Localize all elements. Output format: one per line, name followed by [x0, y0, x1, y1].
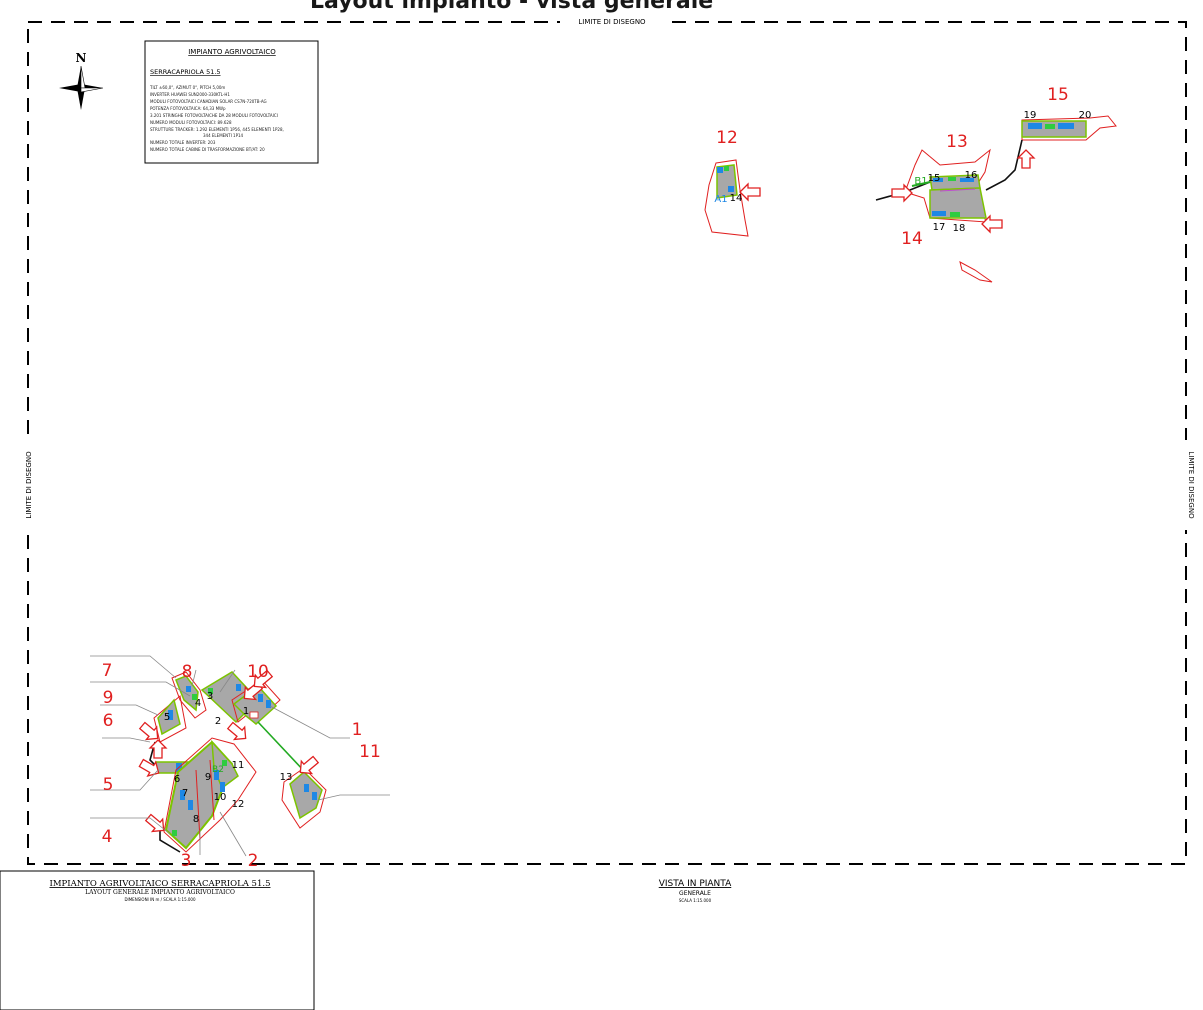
info-box-line: INVERTER HUAWEI SUN2000-330KTL-H1 [150, 92, 230, 97]
cabin-label-b1: B1 [914, 176, 927, 187]
info-box-line: STRUTTURE TRACKER: 1.292 ELEMENTI 1P56, … [150, 127, 284, 132]
access-arrows-ne [739, 149, 1036, 234]
black-label-1: 1 [243, 706, 249, 717]
black-label-19: 19 [1024, 110, 1037, 121]
black-label-16: 16 [965, 170, 978, 181]
red-label-13: 13 [946, 132, 968, 152]
black-label-15: 15 [928, 173, 941, 184]
leader-lines [90, 655, 390, 857]
field-2-3-4 [163, 737, 257, 853]
left-limit-label: LIMITE DI DISEGNO [25, 451, 33, 519]
red-label-11: 11 [359, 742, 381, 762]
red-label-10: 10 [247, 662, 269, 682]
black-label-5: 5 [164, 712, 170, 723]
title-block-note: DIMENSIONI IN m / SCALA 1:15.000 [124, 897, 196, 902]
black-label-6: 6 [174, 774, 180, 785]
black-label-4: 4 [195, 698, 201, 709]
field-13-14 [904, 148, 993, 283]
black-label-8: 8 [193, 814, 199, 825]
field-15 [1021, 115, 1117, 141]
red-label-3: 3 [181, 851, 192, 871]
top-limit-label: LIMITE DI DISEGNO [578, 18, 646, 26]
view-title: VISTA IN PIANTA GENERALE SCALA 1:15.000 [659, 879, 732, 903]
black-label-17: 17 [933, 222, 946, 233]
black-label-14: 14 [730, 193, 743, 204]
black-label-3: 3 [207, 691, 213, 702]
black-label-12: 12 [232, 799, 245, 810]
cabin-label-b2: B2 [212, 765, 224, 775]
black-label-9: 9 [205, 772, 211, 783]
black-label-20: 20 [1079, 110, 1092, 121]
access-arrows-sw [138, 669, 320, 833]
info-box-line: NUMERO TOTALE INVERTER: 203 [150, 140, 216, 145]
field-number-labels: 1 2 3 4 5 6 7 8 9 10 11 12 13 14 15 [102, 85, 1069, 871]
red-label-12: 12 [716, 128, 738, 148]
info-box-line: MODULI FOTOVOLTAICI CANADIAN SOLAR CS7N-… [150, 99, 267, 104]
red-label-15: 15 [1047, 85, 1069, 105]
black-label-10: 10 [214, 792, 227, 803]
red-label-1: 1 [352, 720, 363, 740]
left-label-mask [18, 440, 38, 530]
field-6 [153, 695, 187, 743]
header-text: Layout impianto - vista generale [310, 0, 713, 14]
view-title-sub: GENERALE [679, 890, 711, 897]
black-label-18: 18 [953, 223, 966, 234]
info-box-line: TILT ±60,0°, AZIMUT 0°, PITCH 5,00m [149, 85, 225, 90]
right-limit-label: LIMITE DI DISEGNO [1187, 451, 1195, 519]
title-block-subtitle: LAYOUT GENERALE IMPIANTO AGRIVOLTAICO [85, 889, 235, 896]
subfield-number-labels: 1 2 3 4 5 6 7 8 9 10 11 12 13 14 15 16 1… [164, 110, 1092, 825]
red-label-4: 4 [102, 827, 113, 847]
red-label-14: 14 [901, 229, 923, 249]
info-box-line: NUMERO TOTALE CABINE DI TRASFORMAZIONE B… [150, 147, 265, 152]
north-compass-icon: N [59, 51, 104, 110]
plant-info-box: IMPIANTO AGRIVOLTAICO SERRACAPRIOLA 51.5… [144, 40, 319, 164]
red-label-5: 5 [103, 775, 114, 795]
right-label-mask [1176, 440, 1196, 530]
red-label-9: 9 [103, 688, 114, 708]
field-12 [704, 159, 749, 237]
compass-north-label: N [76, 51, 87, 65]
info-box-line: NUMERO MODULI FOTOVOLTAICI: 89.628 [150, 120, 232, 125]
info-box-line: POTENZA FOTOVOLTAICA: 64,33 MWp [150, 106, 226, 111]
title-block: IMPIANTO AGRIVOLTAICO SERRACAPRIOLA 51.5… [0, 870, 315, 1010]
red-label-6: 6 [103, 711, 114, 731]
red-label-7: 7 [102, 661, 113, 681]
info-box-line: 344 ELEMENTI 1P14 [203, 133, 244, 138]
black-label-13: 13 [280, 772, 293, 783]
connection-b1 [911, 181, 931, 187]
view-title-scale: SCALA 1:15.000 [679, 898, 712, 903]
top-label-mask [560, 14, 664, 28]
black-label-2: 2 [215, 716, 221, 727]
info-box-subtitle: SERRACAPRIOLA 51.5 [150, 68, 221, 76]
info-box-line: 3.201 STRINGHE FOTOVOLTAICHE DA 28 MODUL… [150, 113, 278, 118]
view-title-main: VISTA IN PIANTA [659, 879, 732, 889]
field-7-9 [171, 671, 207, 719]
cabin-label-a1: A1 [714, 194, 727, 205]
title-block-title: IMPIANTO AGRIVOLTAICO SERRACAPRIOLA 51.5 [50, 879, 271, 889]
red-label-2: 2 [248, 851, 259, 871]
black-label-7: 7 [182, 788, 188, 799]
black-label-11: 11 [232, 760, 245, 771]
connection-line-sw [257, 721, 306, 773]
info-box-title: IMPIANTO AGRIVOLTAICO [188, 48, 276, 56]
red-label-8: 8 [182, 662, 193, 682]
